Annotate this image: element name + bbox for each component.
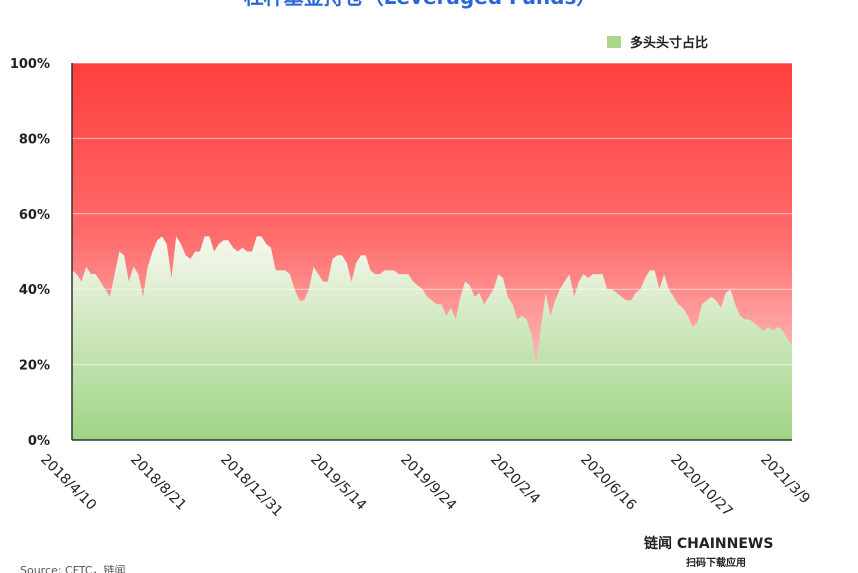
legend-label: 多头头寸占比 (630, 35, 708, 51)
y-tick-label: 20% (19, 359, 50, 374)
x-tick-label: 2020/2/4 (487, 452, 543, 508)
x-tick-label: 2018/8/21 (127, 452, 189, 514)
chart-title: 杠杆基金持仓（Leveraged Funds） (244, 0, 597, 9)
x-tick-label: 2020/10/27 (667, 452, 735, 520)
y-tick-label: 40% (19, 283, 50, 298)
x-tick-label: 2019/5/14 (307, 452, 369, 514)
x-tick-label: 2018/12/31 (217, 452, 285, 520)
x-tick-label: 2019/9/24 (397, 452, 459, 514)
source: Source: CFTC，链闻 (20, 563, 126, 573)
y-tick-label: 80% (19, 132, 50, 147)
x-tick-label: 2021/3/9 (757, 452, 813, 508)
area (72, 236, 792, 440)
brand-sub: 扫码下载应用 (686, 556, 746, 569)
legend-swatch (607, 36, 621, 48)
brand: 链闻 CHAINNEWS (644, 535, 773, 552)
y-tick-label: 60% (19, 208, 50, 223)
x-tick-label: 2018/4/10 (37, 452, 99, 514)
y-tick-label: 100% (10, 57, 50, 72)
x-tick-label: 2020/6/16 (577, 452, 639, 514)
y-tick-label: 0% (28, 434, 50, 449)
